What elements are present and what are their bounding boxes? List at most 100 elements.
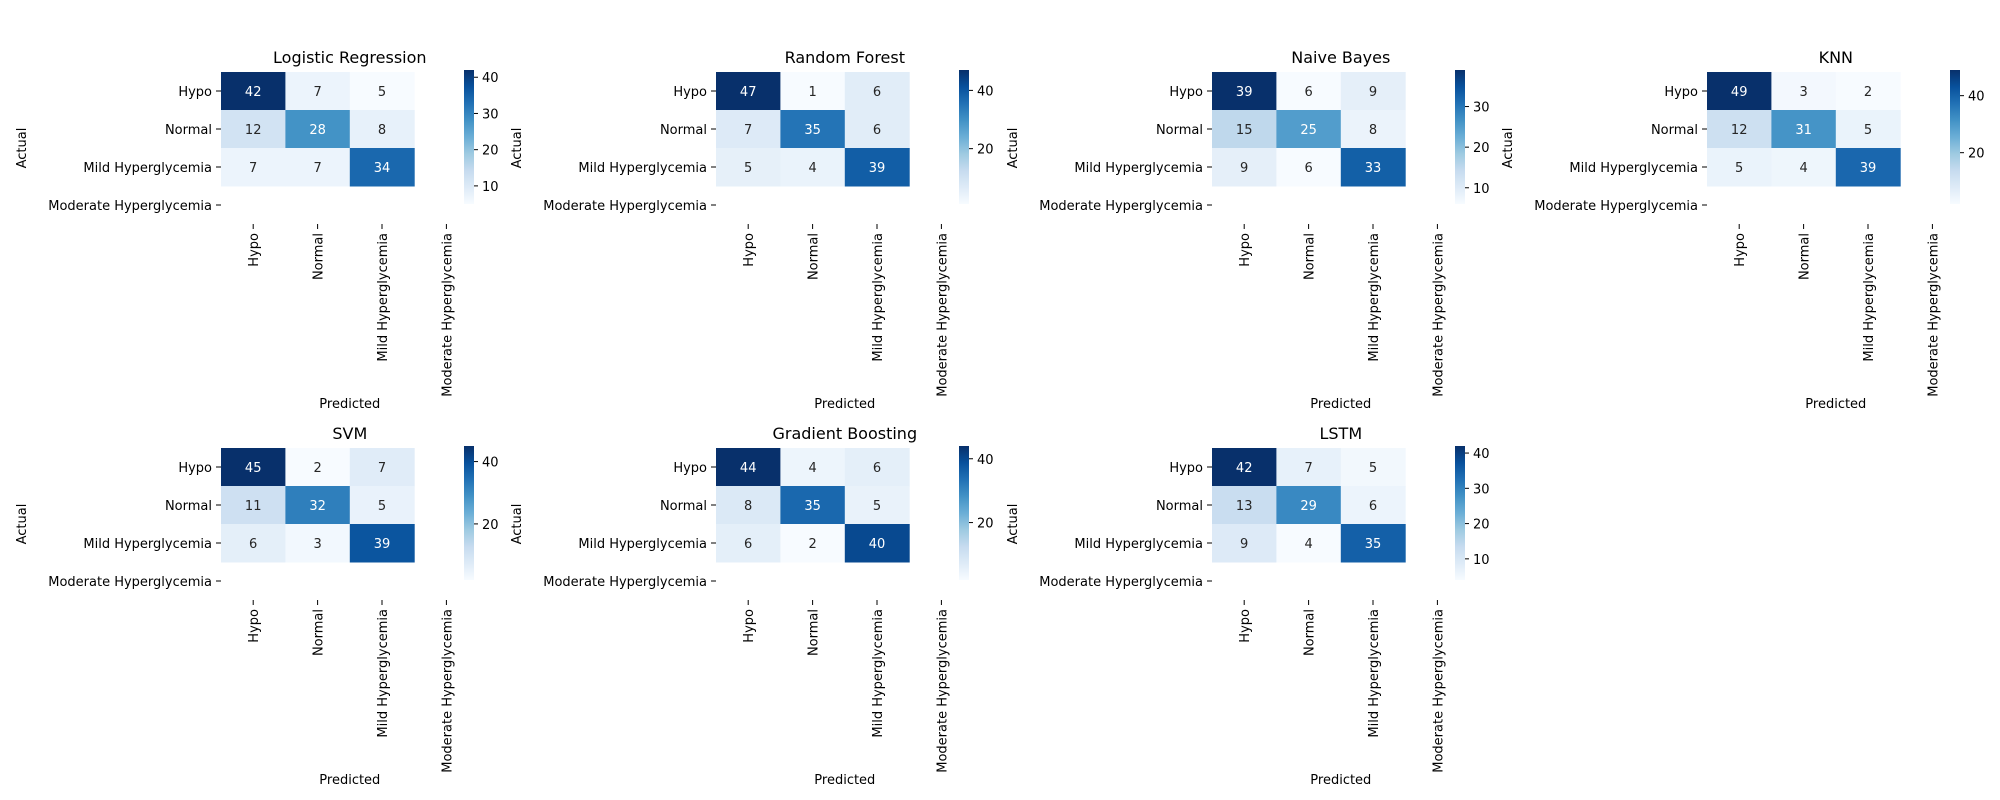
cell-value-label: 35 xyxy=(804,499,821,514)
heatmap-random-forest: Random Forest 47 1 6 7 35 6 5 4 39 Hypo Normal Mild … xyxy=(510,48,994,412)
heatmap-cell xyxy=(349,486,415,525)
colorbar xyxy=(1950,70,1960,204)
cell-value-label: 33 xyxy=(1365,161,1382,176)
y-axis-label: Actual xyxy=(510,504,525,545)
chart-title: KNN xyxy=(1819,48,1853,67)
heatmap-cell xyxy=(1276,448,1342,487)
heatmap-cell xyxy=(1707,72,1772,111)
cell-value-label: 39 xyxy=(1860,161,1877,176)
x-tick-label: Moderate Hyperglycemia xyxy=(1926,233,1941,397)
heatmap-cell xyxy=(716,448,781,487)
cell-value-label: 5 xyxy=(873,499,881,514)
y-tick-label: Hypo xyxy=(673,85,707,100)
heatmap-logistic-regression: Logistic Regression 42 7 5 12 28 8 7 7 34 Hypo Norm… xyxy=(15,48,499,412)
cell-value-label: 34 xyxy=(374,161,391,176)
cell-value-label: 49 xyxy=(1731,85,1748,100)
chart-title: Logistic Regression xyxy=(273,48,426,67)
chart-title: SVM xyxy=(332,424,367,443)
heatmap-cell xyxy=(1212,486,1277,525)
heatmap-svm: SVM 45 2 7 11 32 5 6 3 39 Hypo Normal Mild Hyperglyc… xyxy=(15,424,499,788)
cell-value-label: 35 xyxy=(1365,537,1382,552)
heatmap-cell xyxy=(349,148,415,187)
y-axis-label: Actual xyxy=(510,128,525,169)
heatmap-cell xyxy=(1276,524,1342,563)
heatmap-cell xyxy=(1340,486,1406,525)
heatmap-cell xyxy=(1340,72,1406,111)
cell-value-label: 5 xyxy=(744,161,752,176)
y-axis-label: Actual xyxy=(1501,128,1516,169)
cell-value-label: 39 xyxy=(1236,85,1253,100)
cell-value-label: 2 xyxy=(1864,85,1872,100)
x-tick-label: Normal xyxy=(312,609,327,656)
heatmap-cell xyxy=(716,148,781,187)
y-tick-label: Mild Hyperglycemia xyxy=(83,161,212,176)
cell-value-label: 4 xyxy=(808,461,816,476)
x-tick-label: Hypo xyxy=(742,233,757,267)
cell-value-label: 1 xyxy=(808,85,816,100)
heatmap-cell xyxy=(1340,110,1406,149)
y-tick-label: Hypo xyxy=(673,461,707,476)
cell-value-label: 13 xyxy=(1236,499,1253,514)
colorbar-tick-label: 30 xyxy=(1473,101,1490,116)
heatmap-cell xyxy=(1276,486,1342,525)
cell-value-label: 9 xyxy=(1369,85,1377,100)
heatmap-cell xyxy=(285,148,351,187)
x-tick-label: Hypo xyxy=(247,233,262,267)
cell-value-label: 32 xyxy=(309,499,326,514)
heatmap-cell xyxy=(780,486,846,525)
cell-value-label: 5 xyxy=(378,499,386,514)
cell-value-label: 28 xyxy=(309,123,326,138)
x-axis-label: Predicted xyxy=(814,397,875,412)
y-tick-label: Hypo xyxy=(1664,85,1698,100)
y-tick-label: Normal xyxy=(660,123,707,138)
heatmap-cell xyxy=(716,524,781,563)
heatmap-cell xyxy=(349,448,415,487)
colorbar-tick-label: 20 xyxy=(977,143,994,158)
y-tick-label: Mild Hyperglycemia xyxy=(578,537,707,552)
colorbar-tick-label: 20 xyxy=(482,518,499,533)
heatmap-cell xyxy=(1212,148,1277,187)
colorbar-tick-label: 20 xyxy=(1473,518,1490,533)
cell-value-label: 9 xyxy=(1240,537,1248,552)
heatmap-cell xyxy=(780,524,846,563)
y-tick-label: Normal xyxy=(1651,123,1698,138)
heatmap-cell xyxy=(285,72,351,111)
x-tick-label: Normal xyxy=(1303,233,1318,280)
heatmap-cell xyxy=(285,448,351,487)
cell-value-label: 4 xyxy=(1304,537,1312,552)
x-axis-label: Predicted xyxy=(1310,773,1371,788)
cell-value-label: 29 xyxy=(1300,499,1317,514)
cell-value-label: 7 xyxy=(313,161,321,176)
heatmap-cell xyxy=(1835,110,1901,149)
x-tick-label: Moderate Hyperglycemia xyxy=(1431,609,1446,773)
cell-value-label: 42 xyxy=(245,85,262,100)
x-tick-label: Normal xyxy=(312,233,327,280)
colorbar-tick-label: 40 xyxy=(977,453,994,468)
colorbar xyxy=(959,70,969,204)
heatmap-cell xyxy=(1340,148,1406,187)
heatmap-cell xyxy=(716,110,781,149)
cell-value-label: 7 xyxy=(744,123,752,138)
heatmap-cell xyxy=(285,110,351,149)
x-tick-label: Normal xyxy=(807,233,822,280)
y-axis-label: Actual xyxy=(1006,504,1021,545)
y-tick-label: Moderate Hyperglycemia xyxy=(48,199,212,214)
heatmap-cell xyxy=(1276,72,1342,111)
heatmap-cell xyxy=(221,486,286,525)
cell-value-label: 31 xyxy=(1795,123,1812,138)
cell-value-label: 2 xyxy=(313,461,321,476)
y-tick-label: Moderate Hyperglycemia xyxy=(543,575,707,590)
cell-value-label: 5 xyxy=(1369,461,1377,476)
heatmap-cell xyxy=(1212,448,1277,487)
x-tick-label: Hypo xyxy=(1733,233,1748,267)
colorbar xyxy=(1455,70,1465,204)
cell-value-label: 7 xyxy=(378,461,386,476)
y-tick-label: Normal xyxy=(660,499,707,514)
cell-value-label: 39 xyxy=(869,161,886,176)
cell-value-label: 2 xyxy=(808,537,816,552)
colorbar-tick-label: 10 xyxy=(1473,182,1490,197)
x-axis-label: Predicted xyxy=(1310,397,1371,412)
cell-value-label: 6 xyxy=(873,85,881,100)
cell-value-label: 6 xyxy=(873,461,881,476)
heatmap-cell xyxy=(1212,524,1277,563)
